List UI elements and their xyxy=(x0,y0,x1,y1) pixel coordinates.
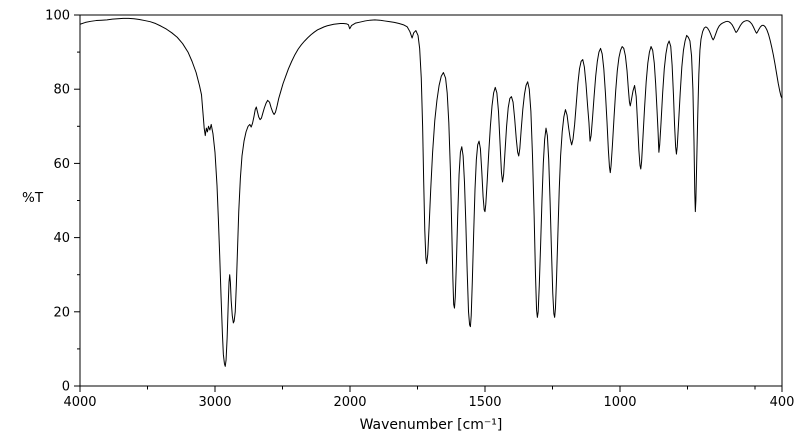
y-tick-label: 20 xyxy=(53,305,70,320)
x-axis-label: Wavenumber [cm⁻¹] xyxy=(360,417,503,433)
y-tick-label: 80 xyxy=(53,83,70,98)
y-tick-label: 60 xyxy=(53,157,70,172)
y-tick-label: 100 xyxy=(45,9,70,24)
x-tick-label: 4000 xyxy=(63,395,96,410)
y-tick-label: 0 xyxy=(62,380,70,395)
x-tick-label: 1000 xyxy=(603,395,636,410)
x-tick-label: 3000 xyxy=(198,395,231,410)
x-tick-label: 400 xyxy=(770,395,795,410)
spectrum-curve xyxy=(79,17,783,367)
curve-layer xyxy=(79,17,783,367)
plot-frame xyxy=(79,14,783,387)
x-tick-label: 2000 xyxy=(333,395,366,410)
x-tick-label: 1500 xyxy=(468,395,501,410)
y-axis-label: %T xyxy=(22,190,44,206)
y-tick-label: 40 xyxy=(53,231,70,246)
